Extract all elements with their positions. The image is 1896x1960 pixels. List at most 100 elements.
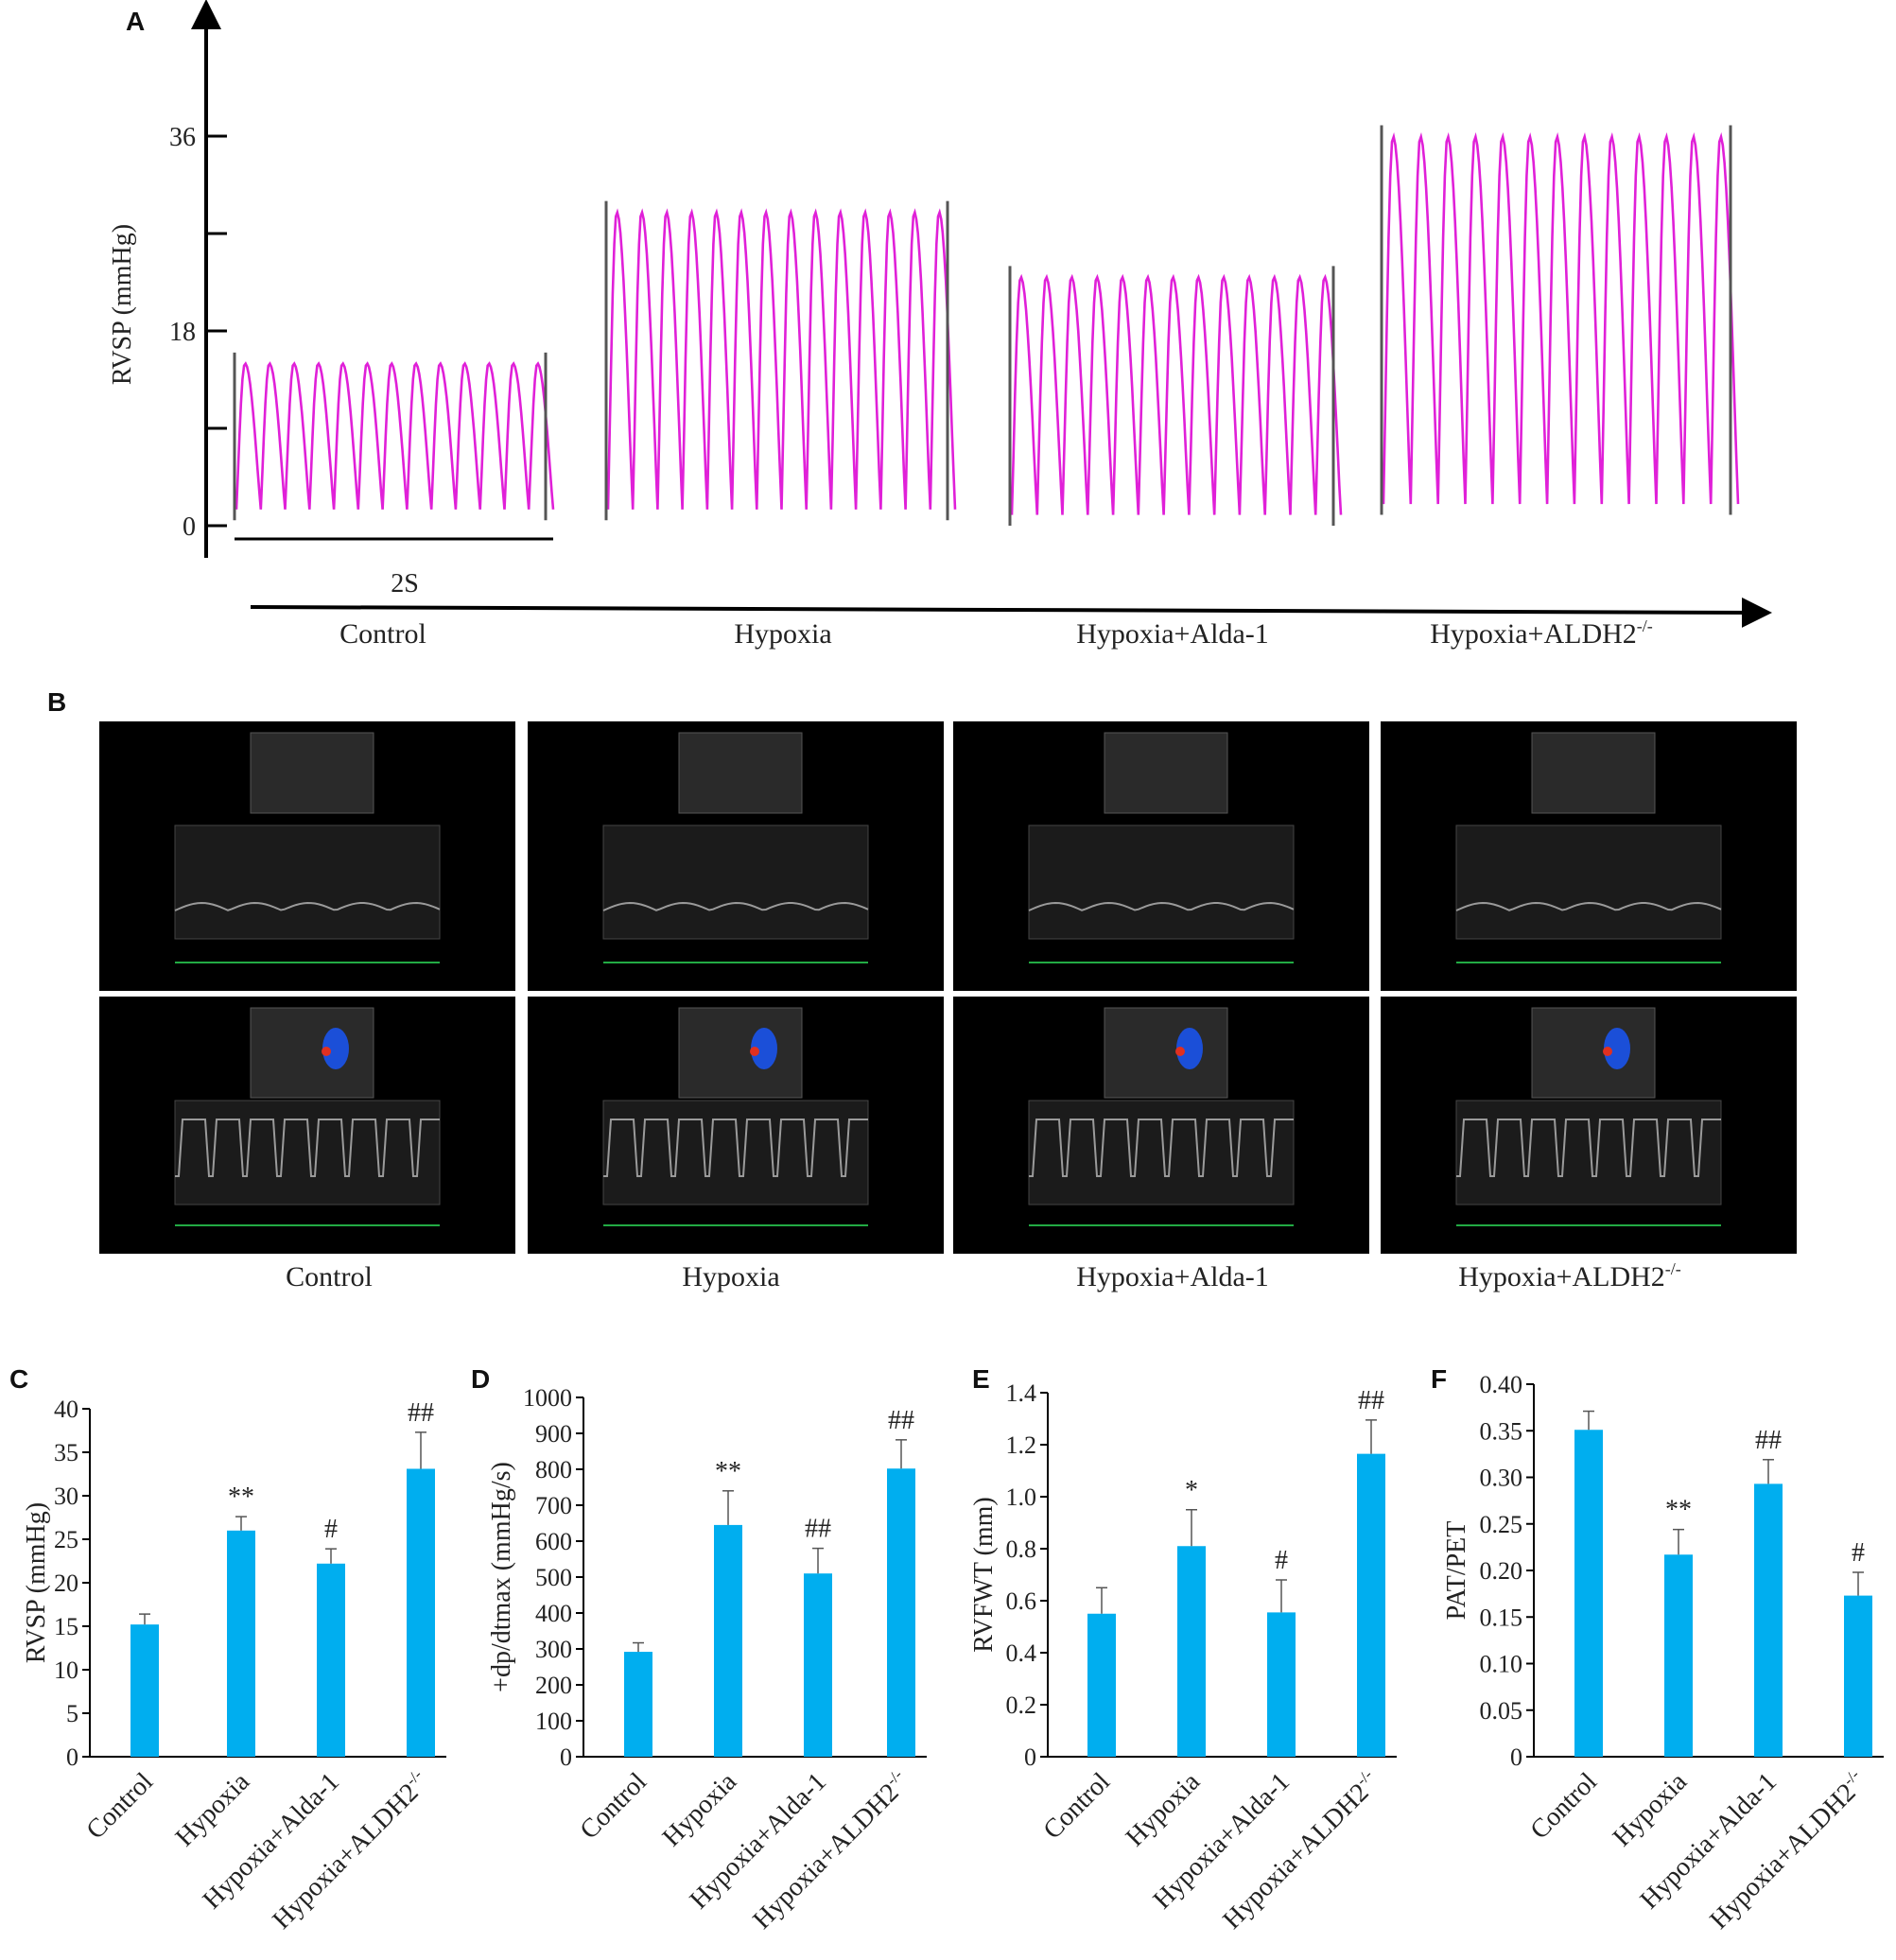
y-tick-label: 10 bbox=[54, 1656, 78, 1684]
y-tick-label: 300 bbox=[535, 1636, 572, 1663]
panel-b-group-label: Hypoxia+Alda-1 bbox=[1076, 1261, 1269, 1292]
y-tick-label: 0 bbox=[560, 1743, 572, 1771]
significance-mark: # bbox=[1275, 1546, 1288, 1575]
y-tick-label: 0.35 bbox=[1480, 1417, 1523, 1445]
mmode-image bbox=[1381, 721, 1797, 991]
echo-waveform bbox=[1029, 1119, 1294, 1177]
echo-recording bbox=[174, 824, 441, 940]
doppler-image bbox=[1381, 997, 1797, 1254]
y-tick-label: 0.15 bbox=[1480, 1604, 1523, 1631]
rvsp-trace bbox=[1010, 273, 1343, 515]
y-axis-label: RVFWT (mm) bbox=[969, 1497, 999, 1652]
doppler-image bbox=[99, 997, 515, 1254]
y-tick-label: 600 bbox=[535, 1528, 572, 1555]
panel-b: B Control Hypoxia Hypoxia+Alda-1 Hypoxia+AL… bbox=[47, 687, 1797, 1292]
bar bbox=[1754, 1483, 1783, 1757]
y-tick-label: 800 bbox=[535, 1456, 572, 1483]
echo-waveform bbox=[602, 901, 869, 911]
echo-recording bbox=[174, 1100, 441, 1205]
panel-a-tick-label: 36 bbox=[169, 123, 196, 152]
chart-e: E 0 0.2 0.4 0.6 0.8 1.0 1.2 1.4 RVFWT (mm) Control… bbox=[969, 1364, 1397, 1935]
rvsp-trace bbox=[235, 361, 555, 510]
panel-b-letter: B bbox=[47, 687, 66, 717]
y-tick-label: 40 bbox=[54, 1396, 78, 1423]
panel-a-group-label: Control bbox=[339, 618, 426, 650]
y-tick-label: 400 bbox=[535, 1600, 572, 1627]
bar bbox=[887, 1468, 915, 1757]
significance-mark: # bbox=[324, 1515, 338, 1544]
y-tick-label: 0.10 bbox=[1480, 1651, 1523, 1678]
panel-letter: C bbox=[9, 1364, 28, 1394]
bar bbox=[1844, 1595, 1872, 1757]
color-doppler-flow bbox=[1175, 1047, 1185, 1056]
bar bbox=[1177, 1546, 1206, 1757]
echo-waveform bbox=[603, 1119, 868, 1177]
y-tick-label: 0.2 bbox=[1006, 1691, 1037, 1719]
echo-inset bbox=[1531, 1007, 1656, 1099]
panel-b-group-label: Control bbox=[286, 1261, 373, 1292]
panel-a-traces bbox=[233, 125, 1740, 526]
panel-a-group-labels: Control Hypoxia Hypoxia+Alda-1 Hypoxia+ALDH… bbox=[339, 616, 1653, 650]
color-doppler-flow bbox=[322, 1028, 349, 1069]
x-tick-label: Hypoxia bbox=[1121, 1767, 1207, 1853]
y-tick-label: 35 bbox=[54, 1439, 78, 1466]
significance-mark: * bbox=[1185, 1476, 1198, 1505]
x-tick-label: Control bbox=[81, 1767, 160, 1846]
echo-recording bbox=[1028, 824, 1295, 940]
y-tick-label: 200 bbox=[535, 1672, 572, 1699]
x-tick-label: Hypoxia bbox=[170, 1767, 256, 1853]
panel-b-group-label: Hypoxia bbox=[682, 1261, 779, 1292]
echo-inset bbox=[1104, 732, 1228, 814]
panel-a-group-label: Hypoxia bbox=[734, 618, 831, 650]
echo-recording bbox=[602, 1100, 869, 1205]
x-tick-label: Hypoxia bbox=[1608, 1767, 1694, 1853]
y-tick-label: 1.4 bbox=[1006, 1379, 1037, 1407]
y-tick-label: 500 bbox=[535, 1564, 572, 1591]
y-tick-label: 0.25 bbox=[1480, 1511, 1523, 1538]
bar bbox=[227, 1530, 255, 1757]
y-tick-label: 0.30 bbox=[1480, 1465, 1523, 1492]
x-tick-label: Hypoxia bbox=[657, 1767, 743, 1853]
x-tick-label: Hypoxia+ALDH2-/- bbox=[746, 1765, 915, 1934]
echo-image-grid bbox=[99, 721, 1797, 1254]
chart-c: C 0 5 10 15 20 25 30 35 40 RVSP (mmHg) Control ** Hyp… bbox=[9, 1364, 446, 1935]
y-tick-label: 0.4 bbox=[1006, 1639, 1037, 1667]
color-doppler-flow bbox=[750, 1047, 759, 1056]
panel-b-group-labels: Control Hypoxia Hypoxia+Alda-1 Hypoxia+ALDH… bbox=[286, 1259, 1681, 1292]
echo-inset bbox=[678, 732, 803, 814]
panel-a: A RVSP (mmHg) 0 18 36 2S Control Hypoxia Hyp… bbox=[108, 0, 1772, 650]
rvsp-trace bbox=[606, 208, 957, 510]
rvsp-trace bbox=[1382, 131, 1740, 505]
y-tick-label: 1.0 bbox=[1006, 1483, 1037, 1511]
y-tick-label: 0.05 bbox=[1480, 1697, 1523, 1725]
bar bbox=[317, 1563, 345, 1757]
color-doppler-flow bbox=[751, 1028, 777, 1069]
color-doppler-flow bbox=[1604, 1028, 1630, 1069]
y-tick-label: 0.6 bbox=[1006, 1587, 1037, 1615]
echo-waveform bbox=[1028, 901, 1295, 911]
x-tick-label: Control bbox=[1525, 1767, 1604, 1846]
y-tick-label: 1.2 bbox=[1006, 1431, 1037, 1459]
bar-charts: C 0 5 10 15 20 25 30 35 40 RVSP (mmHg) Control ** Hyp… bbox=[9, 1364, 1884, 1935]
y-tick-label: 900 bbox=[535, 1420, 572, 1448]
doppler-image bbox=[528, 997, 944, 1254]
y-axis-label: PAT/PET bbox=[1442, 1521, 1471, 1621]
time-scale-label: 2S bbox=[391, 569, 419, 598]
x-tick-label: Hypoxia+ALDH2-/- bbox=[1703, 1765, 1872, 1934]
mmode-image bbox=[953, 721, 1369, 991]
y-tick-label: 0.8 bbox=[1006, 1535, 1037, 1563]
echo-inset bbox=[1531, 732, 1656, 814]
bar bbox=[624, 1652, 652, 1757]
echo-waveform bbox=[175, 1119, 440, 1177]
echo-inset bbox=[1104, 1007, 1228, 1099]
echo-waveform bbox=[1455, 901, 1722, 911]
panel-a-tick-label: 0 bbox=[183, 512, 196, 542]
y-axis-label: +dp/dtmax (mmHg/s) bbox=[487, 1462, 516, 1692]
echo-recording bbox=[1455, 824, 1722, 940]
x-tick-label: Hypoxia+ALDH2-/- bbox=[266, 1765, 435, 1934]
y-tick-label: 1000 bbox=[523, 1384, 572, 1412]
panel-letter: F bbox=[1431, 1364, 1447, 1394]
bar bbox=[130, 1624, 159, 1757]
echo-recording bbox=[602, 824, 869, 940]
